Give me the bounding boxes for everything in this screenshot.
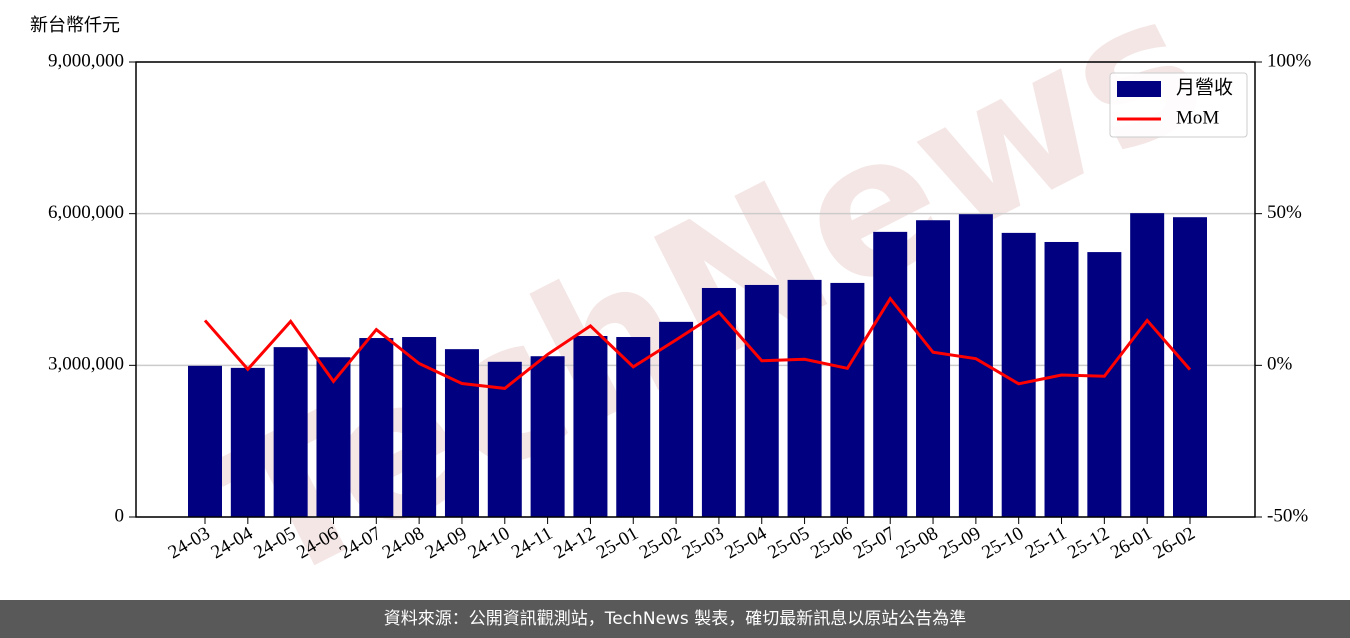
x-tick-label: 25-01 (593, 523, 642, 563)
bar (1001, 232, 1036, 517)
x-tick-label: 25-07 (850, 523, 899, 563)
footer: 資料來源：公開資訊觀測站，TechNews 製表，確切最新訊息以原站公告為準 (0, 600, 1350, 638)
y-axis-label: 新台幣仟元 (30, 15, 120, 36)
bar (530, 356, 565, 517)
bar (916, 220, 951, 517)
plot-frame (135, 61, 1256, 518)
x-tick-label: 25-02 (636, 523, 685, 563)
x-tick-label: 25-06 (807, 523, 856, 563)
bar (787, 279, 822, 517)
y2-tick-label: 50% (1267, 202, 1302, 223)
x-tick-label: 24-03 (165, 523, 214, 563)
x-tick-label: 25-03 (679, 523, 728, 563)
chart: 新台幣仟元 TechNews 03,000,0006,000,0009,000,… (30, 0, 1312, 600)
bar (573, 336, 608, 517)
bar (402, 337, 437, 517)
bar (1044, 241, 1079, 517)
y2-tick-label: 100% (1267, 50, 1312, 71)
y-tick-label: 6,000,000 (48, 202, 124, 223)
bar (659, 321, 694, 517)
x-tick-label: 25-09 (936, 523, 985, 563)
x-tick-label: 25-05 (764, 523, 813, 563)
bar (1087, 252, 1122, 518)
x-tick-label: 26-02 (1150, 523, 1199, 563)
line (203, 295, 1192, 390)
bar (1130, 213, 1165, 517)
bar (230, 367, 265, 517)
y-tick-label: 9,000,000 (48, 50, 124, 71)
legend-swatch (1117, 81, 1161, 97)
bar (701, 287, 736, 517)
y2-tick-label: 0% (1267, 354, 1293, 375)
bar (444, 349, 479, 517)
bar (873, 231, 908, 517)
y-tick-label: 3,000,000 (48, 354, 124, 375)
bar (487, 361, 522, 517)
legend-label: MoM (1176, 107, 1219, 128)
bar (359, 338, 394, 517)
bar (744, 284, 779, 517)
x-tick-label: 25-04 (722, 523, 771, 564)
y2-tick-label: -50% (1267, 505, 1308, 526)
bar (830, 282, 865, 517)
bar (188, 365, 222, 517)
legend-label: 月營收 (1176, 76, 1233, 98)
x-tick-label: 25-11 (1022, 523, 1070, 563)
bar (616, 337, 651, 517)
x-tick-label: 25-10 (978, 523, 1027, 563)
x-tick-label: 24-11 (508, 523, 556, 563)
x-tick-label: 26-01 (1107, 523, 1156, 563)
x-tick-label: 25-12 (1064, 523, 1113, 563)
bar (273, 347, 308, 517)
bar (316, 357, 351, 517)
x-tick-label: 24-12 (550, 523, 599, 563)
bar (1173, 217, 1207, 517)
y-tick-label: 0 (115, 505, 125, 526)
x-tick-label: 25-08 (893, 523, 942, 563)
